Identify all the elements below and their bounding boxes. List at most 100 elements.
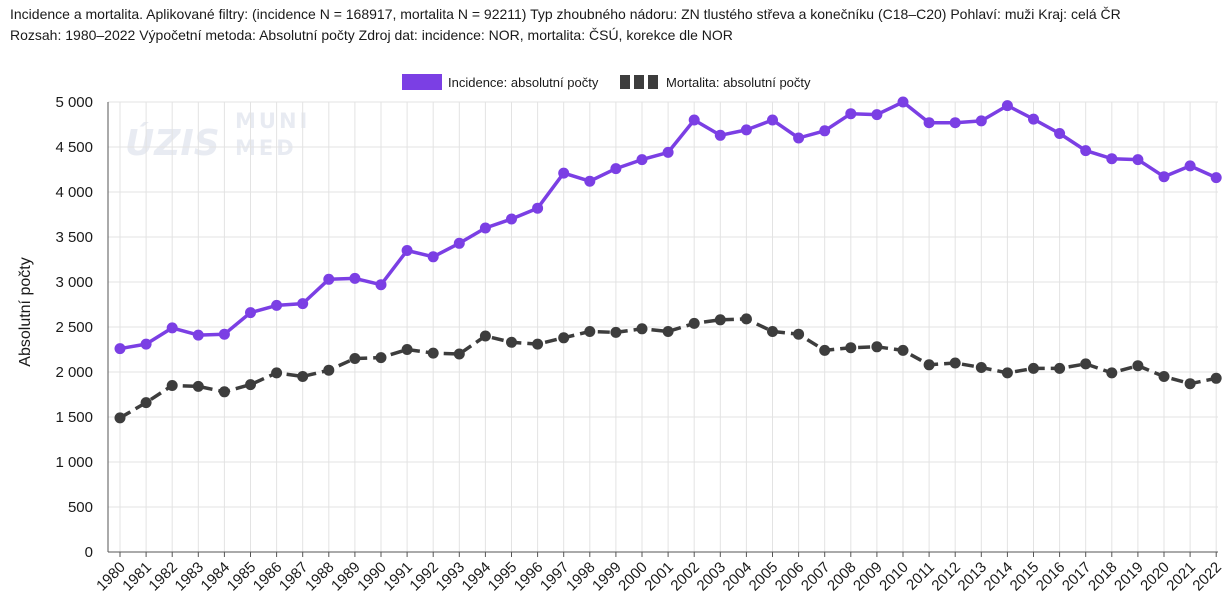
- data-point[interactable]: [897, 344, 909, 356]
- data-point[interactable]: [1054, 362, 1066, 374]
- data-point[interactable]: [506, 213, 517, 225]
- data-point[interactable]: [271, 367, 283, 379]
- x-tick-label: 1986: [250, 559, 286, 595]
- data-point[interactable]: [688, 114, 700, 126]
- data-point[interactable]: [245, 379, 256, 391]
- data-point[interactable]: [1106, 367, 1118, 379]
- data-point[interactable]: [1080, 358, 1092, 370]
- data-point[interactable]: [584, 326, 596, 337]
- data-point[interactable]: [923, 117, 935, 129]
- data-point[interactable]: [192, 380, 204, 392]
- data-point[interactable]: [1001, 100, 1013, 112]
- y-tick-label: 4 500: [55, 139, 93, 156]
- data-point[interactable]: [401, 245, 413, 256]
- data-point[interactable]: [1210, 172, 1222, 184]
- data-point[interactable]: [166, 322, 178, 334]
- y-tick-label: 4 000: [55, 184, 93, 201]
- chart-legend[interactable]: Incidence: absolutní počty Mortalita: abs…: [402, 74, 811, 90]
- data-point[interactable]: [1054, 128, 1066, 139]
- data-point[interactable]: [218, 328, 230, 340]
- y-tick-label: 3 500: [55, 229, 93, 246]
- chart-axes: [107, 102, 1218, 557]
- data-point[interactable]: [949, 117, 961, 129]
- data-point[interactable]: [114, 412, 126, 424]
- data-point[interactable]: [1158, 171, 1170, 183]
- data-point[interactable]: [1132, 154, 1144, 166]
- data-point[interactable]: [427, 251, 439, 263]
- data-point[interactable]: [662, 326, 674, 337]
- data-point[interactable]: [897, 96, 909, 108]
- data-point[interactable]: [610, 163, 622, 175]
- x-tick-label: 2012: [928, 559, 964, 595]
- data-point[interactable]: [845, 108, 857, 120]
- data-point[interactable]: [819, 344, 831, 356]
- data-point[interactable]: [1158, 371, 1170, 382]
- data-point[interactable]: [532, 338, 544, 350]
- data-point[interactable]: [349, 353, 361, 364]
- data-point[interactable]: [1080, 145, 1092, 157]
- data-point[interactable]: [558, 332, 570, 344]
- data-point[interactable]: [636, 323, 648, 335]
- data-point[interactable]: [479, 330, 491, 342]
- x-tick-label: 2002: [667, 559, 703, 595]
- data-point[interactable]: [767, 114, 778, 126]
- data-point[interactable]: [558, 167, 570, 179]
- data-point[interactable]: [297, 298, 309, 310]
- data-point[interactable]: [1028, 113, 1039, 125]
- data-point[interactable]: [479, 222, 491, 234]
- data-point[interactable]: [297, 371, 309, 382]
- data-point[interactable]: [192, 329, 204, 341]
- data-point[interactable]: [714, 129, 726, 141]
- legend-label: Mortalita: absolutní počty: [666, 75, 811, 90]
- data-point[interactable]: [949, 357, 961, 369]
- data-point[interactable]: [662, 146, 674, 158]
- data-point[interactable]: [166, 380, 178, 391]
- y-tick-label: 500: [68, 499, 93, 516]
- data-point[interactable]: [532, 202, 544, 214]
- data-point[interactable]: [819, 125, 831, 137]
- x-tick-label: 2007: [798, 559, 834, 595]
- data-point[interactable]: [923, 359, 935, 371]
- data-point[interactable]: [871, 341, 883, 353]
- data-point[interactable]: [1106, 153, 1118, 165]
- data-point[interactable]: [688, 317, 700, 329]
- data-point[interactable]: [323, 364, 335, 376]
- data-point[interactable]: [1184, 378, 1196, 390]
- data-point[interactable]: [506, 336, 517, 348]
- data-point[interactable]: [740, 313, 752, 325]
- data-point[interactable]: [1210, 372, 1222, 384]
- data-point[interactable]: [140, 338, 152, 350]
- data-point[interactable]: [975, 362, 987, 373]
- data-point[interactable]: [584, 175, 596, 187]
- data-point[interactable]: [245, 307, 256, 319]
- data-point[interactable]: [453, 237, 465, 249]
- data-point[interactable]: [349, 272, 361, 284]
- data-point[interactable]: [1001, 367, 1013, 379]
- data-point[interactable]: [218, 386, 230, 398]
- data-point[interactable]: [845, 342, 857, 354]
- data-point[interactable]: [636, 154, 648, 166]
- data-point[interactable]: [871, 109, 883, 121]
- data-point[interactable]: [271, 299, 283, 311]
- data-point[interactable]: [767, 326, 778, 337]
- data-point[interactable]: [793, 132, 805, 144]
- data-point[interactable]: [114, 343, 126, 355]
- data-point[interactable]: [1028, 362, 1039, 374]
- legend-item-1[interactable]: Mortalita: absolutní počty: [620, 75, 811, 90]
- data-point[interactable]: [401, 344, 413, 355]
- x-tick-label: 1989: [328, 559, 364, 595]
- data-point[interactable]: [1184, 160, 1196, 172]
- data-point[interactable]: [140, 397, 152, 409]
- data-point[interactable]: [714, 314, 726, 326]
- data-point[interactable]: [453, 348, 465, 360]
- data-point[interactable]: [375, 279, 387, 291]
- data-point[interactable]: [1132, 360, 1144, 372]
- data-point[interactable]: [610, 326, 622, 338]
- data-point[interactable]: [427, 347, 439, 359]
- legend-item-0[interactable]: Incidence: absolutní počty: [402, 74, 599, 90]
- data-point[interactable]: [975, 115, 987, 127]
- data-point[interactable]: [740, 124, 752, 136]
- data-point[interactable]: [375, 352, 387, 364]
- data-point[interactable]: [323, 273, 335, 285]
- data-point[interactable]: [793, 328, 805, 340]
